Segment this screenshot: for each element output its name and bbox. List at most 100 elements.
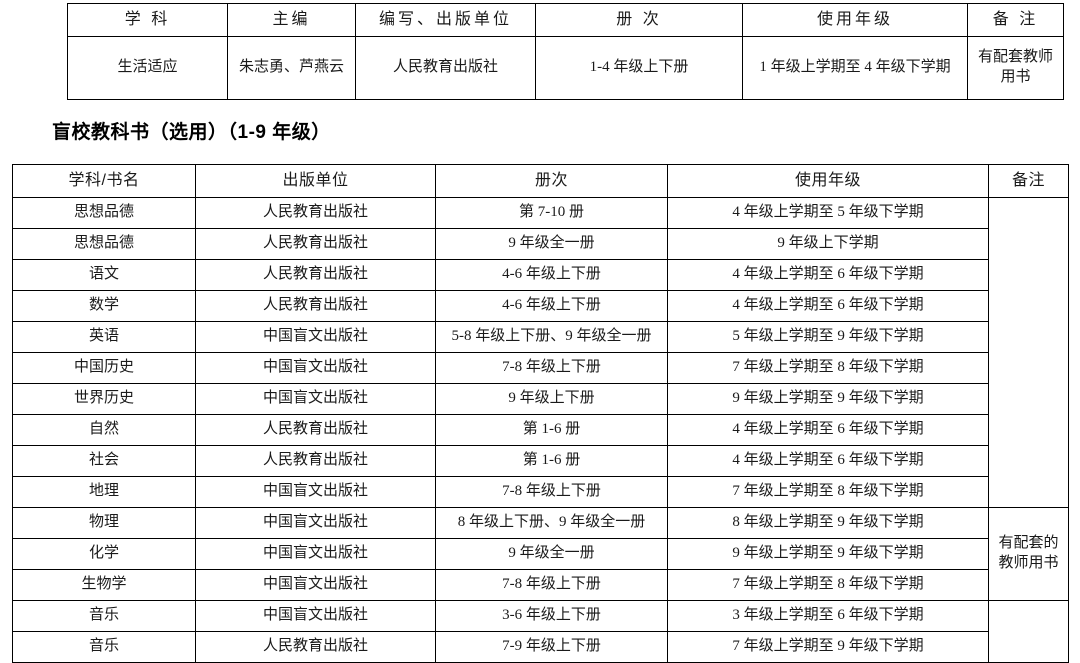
table2-cell-volumes: 7-8 年级上下册 bbox=[435, 352, 668, 384]
table-row: 生活适应 朱志勇、芦燕云 人民教育出版社 1-4 年级上下册 1 年级上学期至 … bbox=[67, 36, 1064, 100]
table2-cell-volumes: 8 年级上下册、9 年级全一册 bbox=[435, 507, 668, 539]
table2-cell-volumes: 9 年级全一册 bbox=[435, 538, 668, 570]
table2-cell-publisher: 中国盲文出版社 bbox=[195, 352, 436, 384]
table-row: 自然 人民教育出版社 第 1-6 册 4 年级上学期至 6 年级下学期 bbox=[12, 414, 1069, 446]
table-row: 化学 中国盲文出版社 9 年级全一册 9 年级上学期至 9 年级下学期 bbox=[12, 538, 1069, 570]
table1-cell-editor: 朱志勇、芦燕云 bbox=[227, 36, 356, 100]
table2-cell-subject: 化学 bbox=[12, 538, 196, 570]
section-heading: 盲校教科书（选用）（1-9 年级） bbox=[52, 122, 331, 143]
table2-cell-publisher: 中国盲文出版社 bbox=[195, 476, 436, 508]
table-盲校教科书-选用: 学科/书名 出版单位 册次 使用年级 备注 思想品德 人民教育出版社 第 7-1… bbox=[12, 164, 1069, 663]
table2-header-note: 备注 bbox=[988, 164, 1069, 198]
table-普通教科书-continued: 学 科 主编 编写、出版单位 册 次 使用年级 备 注 生活适应 朱志勇、芦燕云… bbox=[67, 3, 1064, 100]
table2-cell-publisher: 人民教育出版社 bbox=[195, 259, 436, 291]
table1-cell-note: 有配套教师用书 bbox=[967, 36, 1064, 100]
table2-cell-subject: 思想品德 bbox=[12, 197, 196, 229]
table1: 学 科 主编 编写、出版单位 册 次 使用年级 备 注 生活适应 朱志勇、芦燕云… bbox=[67, 3, 1064, 100]
table2-cell-publisher: 人民教育出版社 bbox=[195, 631, 436, 663]
table2-header-row: 学科/书名 出版单位 册次 使用年级 备注 bbox=[12, 164, 1069, 198]
table2-cell-publisher: 人民教育出版社 bbox=[195, 290, 436, 322]
table2-cell-grades: 3 年级上学期至 6 年级下学期 bbox=[667, 600, 989, 632]
table2-cell-volumes: 7-8 年级上下册 bbox=[435, 569, 668, 601]
table1-header-note: 备 注 bbox=[967, 3, 1064, 37]
table1-header-grades: 使用年级 bbox=[742, 3, 968, 37]
table2-cell-grades: 9 年级上学期至 9 年级下学期 bbox=[667, 538, 989, 570]
table-row: 数学 人民教育出版社 4-6 年级上下册 4 年级上学期至 6 年级下学期 bbox=[12, 290, 1069, 322]
table2-cell-grades: 4 年级上学期至 6 年级下学期 bbox=[667, 445, 989, 477]
table2-cell-grades: 9 年级上学期至 9 年级下学期 bbox=[667, 383, 989, 415]
table2-cell-volumes: 第 1-6 册 bbox=[435, 414, 668, 446]
table2-cell-subject: 英语 bbox=[12, 321, 196, 353]
table-row: 社会 人民教育出版社 第 1-6 册 4 年级上学期至 6 年级下学期 bbox=[12, 445, 1069, 477]
table2-cell-volumes: 第 1-6 册 bbox=[435, 445, 668, 477]
table1-header-volumes: 册 次 bbox=[535, 3, 743, 37]
table1-cell-subject: 生活适应 bbox=[67, 36, 228, 100]
table2-cell-grades: 4 年级上学期至 5 年级下学期 bbox=[667, 197, 989, 229]
table2-header-publisher: 出版单位 bbox=[195, 164, 436, 198]
table2-cell-grades: 7 年级上学期至 8 年级下学期 bbox=[667, 352, 989, 384]
table-row: 语文 人民教育出版社 4-6 年级上下册 4 年级上学期至 6 年级下学期 bbox=[12, 259, 1069, 291]
table2-cell-volumes: 3-6 年级上下册 bbox=[435, 600, 668, 632]
table2-cell-subject: 生物学 bbox=[12, 569, 196, 601]
table2-cell-volumes: 5-8 年级上下册、9 年级全一册 bbox=[435, 321, 668, 353]
table-row: 音乐 中国盲文出版社 3-6 年级上下册 3 年级上学期至 6 年级下学期 bbox=[12, 600, 1069, 663]
table2-cell-publisher: 人民教育出版社 bbox=[195, 197, 436, 229]
table2-cell-subject: 地理 bbox=[12, 476, 196, 508]
table2-cell-grades: 4 年级上学期至 6 年级下学期 bbox=[667, 414, 989, 446]
table-row: 思想品德 人民教育出版社 第 7-10 册 4 年级上学期至 5 年级下学期 bbox=[12, 197, 1069, 508]
table2-cell-subject: 中国历史 bbox=[12, 352, 196, 384]
table-row: 物理 中国盲文出版社 8 年级上下册、9 年级全一册 8 年级上学期至 9 年级… bbox=[12, 507, 1069, 601]
table2-note-group-3 bbox=[988, 600, 1069, 663]
table2-cell-grades: 7 年级上学期至 8 年级下学期 bbox=[667, 569, 989, 601]
table-row: 中国历史 中国盲文出版社 7-8 年级上下册 7 年级上学期至 8 年级下学期 bbox=[12, 352, 1069, 384]
table2-cell-grades: 4 年级上学期至 6 年级下学期 bbox=[667, 259, 989, 291]
table2-cell-publisher: 中国盲文出版社 bbox=[195, 538, 436, 570]
table2-cell-subject: 语文 bbox=[12, 259, 196, 291]
table2-cell-grades: 7 年级上学期至 9 年级下学期 bbox=[667, 631, 989, 663]
table2-cell-grades: 8 年级上学期至 9 年级下学期 bbox=[667, 507, 989, 539]
table1-header-editor: 主编 bbox=[227, 3, 356, 37]
table2-cell-publisher: 人民教育出版社 bbox=[195, 228, 436, 260]
table2-note-group-1 bbox=[988, 197, 1069, 508]
table2-cell-volumes: 7-9 年级上下册 bbox=[435, 631, 668, 663]
table2: 学科/书名 出版单位 册次 使用年级 备注 思想品德 人民教育出版社 第 7-1… bbox=[12, 164, 1069, 663]
table2-cell-subject: 世界历史 bbox=[12, 383, 196, 415]
table2-cell-subject: 社会 bbox=[12, 445, 196, 477]
table1-cell-grades: 1 年级上学期至 4 年级下学期 bbox=[742, 36, 968, 100]
table-row: 英语 中国盲文出版社 5-8 年级上下册、9 年级全一册 5 年级上学期至 9 … bbox=[12, 321, 1069, 353]
table2-cell-subject: 自然 bbox=[12, 414, 196, 446]
table-row: 世界历史 中国盲文出版社 9 年级上下册 9 年级上学期至 9 年级下学期 bbox=[12, 383, 1069, 415]
table2-cell-subject: 音乐 bbox=[12, 631, 196, 663]
table-row: 地理 中国盲文出版社 7-8 年级上下册 7 年级上学期至 8 年级下学期 bbox=[12, 476, 1069, 508]
table2-cell-volumes: 9 年级上下册 bbox=[435, 383, 668, 415]
table-row: 音乐 人民教育出版社 7-9 年级上下册 7 年级上学期至 9 年级下学期 bbox=[12, 631, 1069, 663]
table2-cell-subject: 物理 bbox=[12, 507, 196, 539]
table2-cell-publisher: 中国盲文出版社 bbox=[195, 507, 436, 539]
table1-header-subject: 学 科 bbox=[67, 3, 228, 37]
table2-cell-subject: 音乐 bbox=[12, 600, 196, 632]
table2-cell-volumes: 7-8 年级上下册 bbox=[435, 476, 668, 508]
table2-cell-publisher: 中国盲文出版社 bbox=[195, 321, 436, 353]
table2-cell-publisher: 中国盲文出版社 bbox=[195, 569, 436, 601]
table2-cell-subject: 数学 bbox=[12, 290, 196, 322]
table2-cell-subject: 思想品德 bbox=[12, 228, 196, 260]
table2-cell-grades: 4 年级上学期至 6 年级下学期 bbox=[667, 290, 989, 322]
table2-cell-volumes: 4-6 年级上下册 bbox=[435, 259, 668, 291]
table2-header-grades: 使用年级 bbox=[667, 164, 989, 198]
table1-cell-volumes: 1-4 年级上下册 bbox=[535, 36, 743, 100]
table2-note-group-2: 有配套的教师用书 bbox=[988, 507, 1069, 601]
table2-cell-volumes: 9 年级全一册 bbox=[435, 228, 668, 260]
table1-cell-publisher: 人民教育出版社 bbox=[355, 36, 536, 100]
table2-cell-volumes: 第 7-10 册 bbox=[435, 197, 668, 229]
table1-header-row: 学 科 主编 编写、出版单位 册 次 使用年级 备 注 bbox=[67, 3, 1064, 37]
table2-cell-publisher: 中国盲文出版社 bbox=[195, 383, 436, 415]
table2-cell-publisher: 中国盲文出版社 bbox=[195, 600, 436, 632]
table2-cell-publisher: 人民教育出版社 bbox=[195, 445, 436, 477]
table2-header-volumes: 册次 bbox=[435, 164, 668, 198]
table2-header-subject: 学科/书名 bbox=[12, 164, 196, 198]
table2-cell-grades: 5 年级上学期至 9 年级下学期 bbox=[667, 321, 989, 353]
table2-cell-volumes: 4-6 年级上下册 bbox=[435, 290, 668, 322]
table1-header-publisher: 编写、出版单位 bbox=[355, 3, 536, 37]
table-row: 生物学 中国盲文出版社 7-8 年级上下册 7 年级上学期至 8 年级下学期 bbox=[12, 569, 1069, 601]
table-row: 思想品德 人民教育出版社 9 年级全一册 9 年级上下学期 bbox=[12, 228, 1069, 260]
